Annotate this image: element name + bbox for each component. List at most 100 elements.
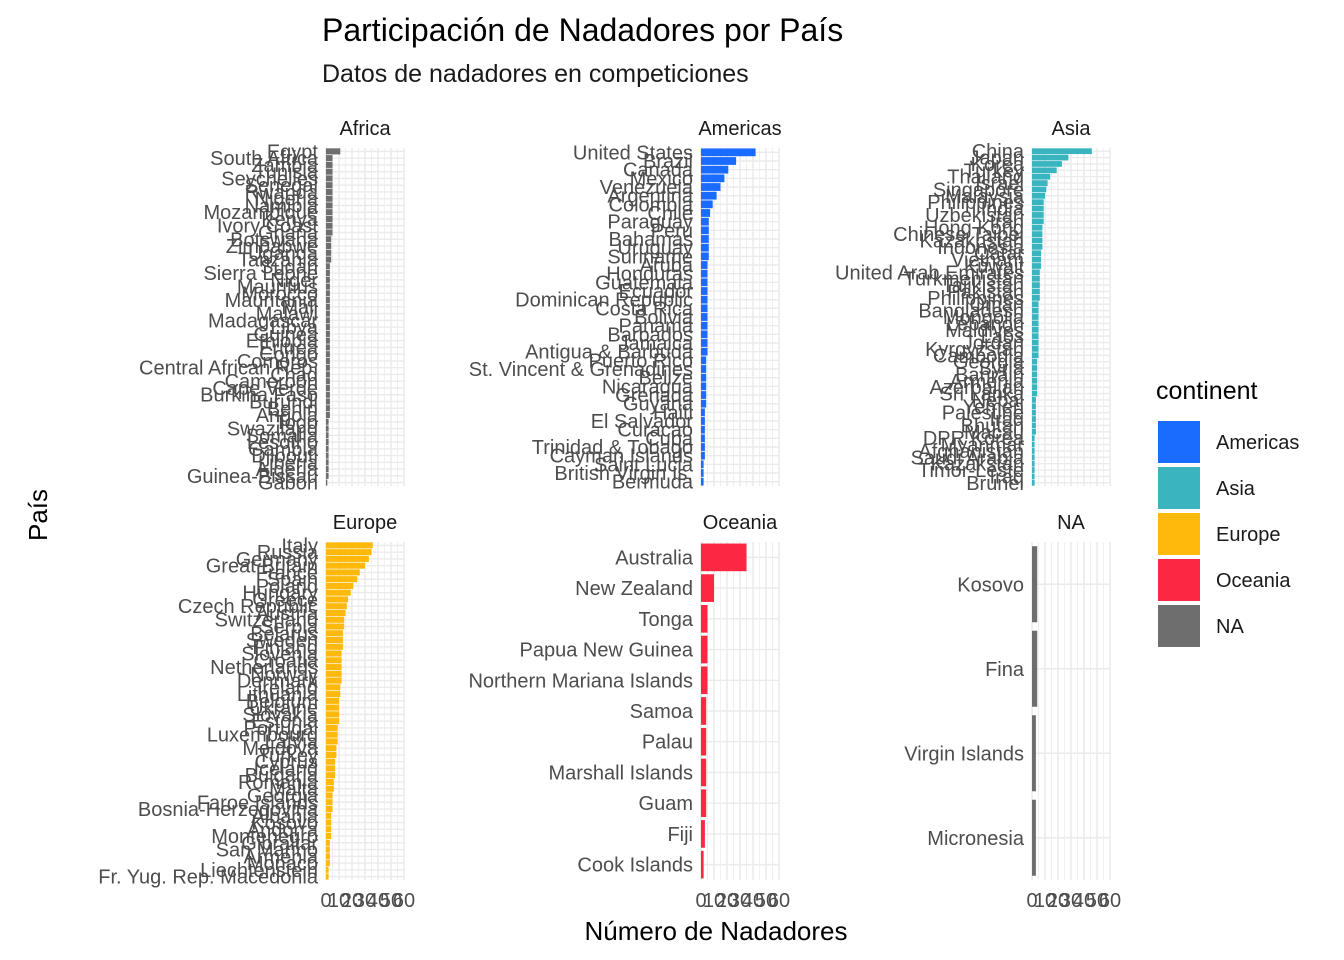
bar (326, 364, 330, 371)
bar (701, 425, 705, 434)
y-tick-label: Madagascar (208, 310, 318, 332)
y-tick-label: Virgin Islands (904, 743, 1024, 765)
bar (701, 295, 708, 304)
legend-swatch (1158, 605, 1200, 647)
y-tick-label: Central African Rep. (139, 358, 318, 380)
bar (326, 425, 329, 432)
y-tick-label: Haiti (653, 402, 693, 424)
y-tick-label: France (256, 562, 318, 584)
bar (326, 718, 339, 725)
bar (326, 778, 334, 786)
bar (326, 175, 333, 182)
bar (326, 866, 329, 873)
bar (326, 839, 330, 846)
bar (326, 263, 330, 270)
bar (326, 209, 333, 216)
bar (1032, 224, 1043, 231)
bar (326, 562, 365, 569)
y-tick-label: Trinidad & Tobago (532, 437, 693, 459)
bar (1032, 799, 1036, 876)
y-tick-label: Macau (964, 422, 1024, 444)
bar (701, 635, 708, 664)
bar (701, 434, 705, 443)
y-tick-label: Afghanistan (918, 441, 1024, 463)
y-tick-label: Czech Republic (178, 596, 318, 618)
chart-subtitle: Datos de nadadores en competiciones (322, 60, 749, 88)
y-tick-label: Mali (281, 297, 318, 319)
y-tick-label: Austria (256, 603, 319, 625)
bar (1032, 256, 1042, 263)
y-tick-label: Nicaragua (602, 376, 694, 398)
bar (701, 191, 717, 200)
bar (326, 459, 329, 466)
bar (701, 365, 707, 373)
bar (326, 222, 333, 229)
y-tick-label: Burundi (249, 392, 318, 414)
y-tick-label: Iraq (990, 409, 1024, 431)
bar (326, 697, 339, 704)
bar (1032, 390, 1038, 397)
y-tick-label: Latvia (265, 731, 319, 753)
y-tick-label: Cambodia (933, 345, 1025, 367)
bar (326, 731, 338, 738)
bar (1032, 630, 1038, 707)
y-tick-labels: ChinaJapanKoreaTurkeyThailandIsraelSinga… (835, 141, 1025, 495)
y-tick-label: Maldives (945, 320, 1024, 342)
y-tick-label: Saint Lucia (594, 454, 694, 476)
y-tick-labels: United StatesBrazilCanadaMexicoVenezuela… (469, 142, 694, 493)
bar (701, 165, 729, 174)
y-tick-label: British Virgin Is. (554, 463, 693, 485)
y-tick-label: Guyana (623, 394, 694, 416)
bar (1032, 546, 1038, 623)
legend-label: NA (1216, 616, 1244, 638)
x-tick-label: 40 (1073, 890, 1095, 912)
y-tick-label: Aruba (640, 255, 694, 277)
bar (701, 443, 705, 451)
y-tick-label: Mauritius (237, 277, 318, 299)
bar (326, 758, 336, 765)
bar (326, 215, 333, 223)
bar (326, 549, 372, 556)
bar (326, 330, 330, 337)
bar (326, 542, 373, 549)
bar (701, 157, 737, 165)
bar (326, 324, 330, 331)
y-tick-label: Luxembourg (207, 725, 318, 747)
y-tick-label: Tonga (639, 609, 694, 631)
bar (701, 399, 707, 408)
bar (326, 202, 333, 209)
bar (326, 161, 333, 168)
bar (326, 317, 330, 324)
y-tick-label: Monaco (247, 853, 318, 875)
bar (326, 589, 351, 596)
bar (1032, 403, 1036, 410)
bar (701, 408, 705, 417)
bar (326, 873, 329, 880)
bar (701, 460, 704, 469)
y-tick-label: South Africa (210, 148, 319, 170)
y-tick-label: Kazakstan (931, 454, 1024, 476)
bar (326, 826, 332, 833)
bar (326, 576, 358, 583)
bar (1032, 148, 1092, 155)
y-tick-label: Barbados (607, 324, 693, 346)
bar (326, 371, 330, 378)
bar (1032, 467, 1035, 473)
y-tick-label: Venezuela (600, 177, 694, 199)
bar (701, 469, 704, 477)
legend-title: continent (1156, 377, 1258, 405)
y-tick-label: Fiji (667, 824, 693, 846)
y-tick-label: Mexico (630, 168, 693, 190)
bar (1032, 448, 1035, 454)
bar (701, 217, 709, 226)
bar (1032, 428, 1036, 435)
bar (1032, 288, 1040, 295)
y-tick-label: Sri Lanka (940, 384, 1025, 406)
x-axis-title: Número de Nadadores (584, 916, 847, 946)
y-tick-label: Burkina Faso (200, 385, 318, 407)
y-tick-label: Micronesia (927, 828, 1025, 850)
y-tick-label: Portugal (244, 718, 319, 740)
